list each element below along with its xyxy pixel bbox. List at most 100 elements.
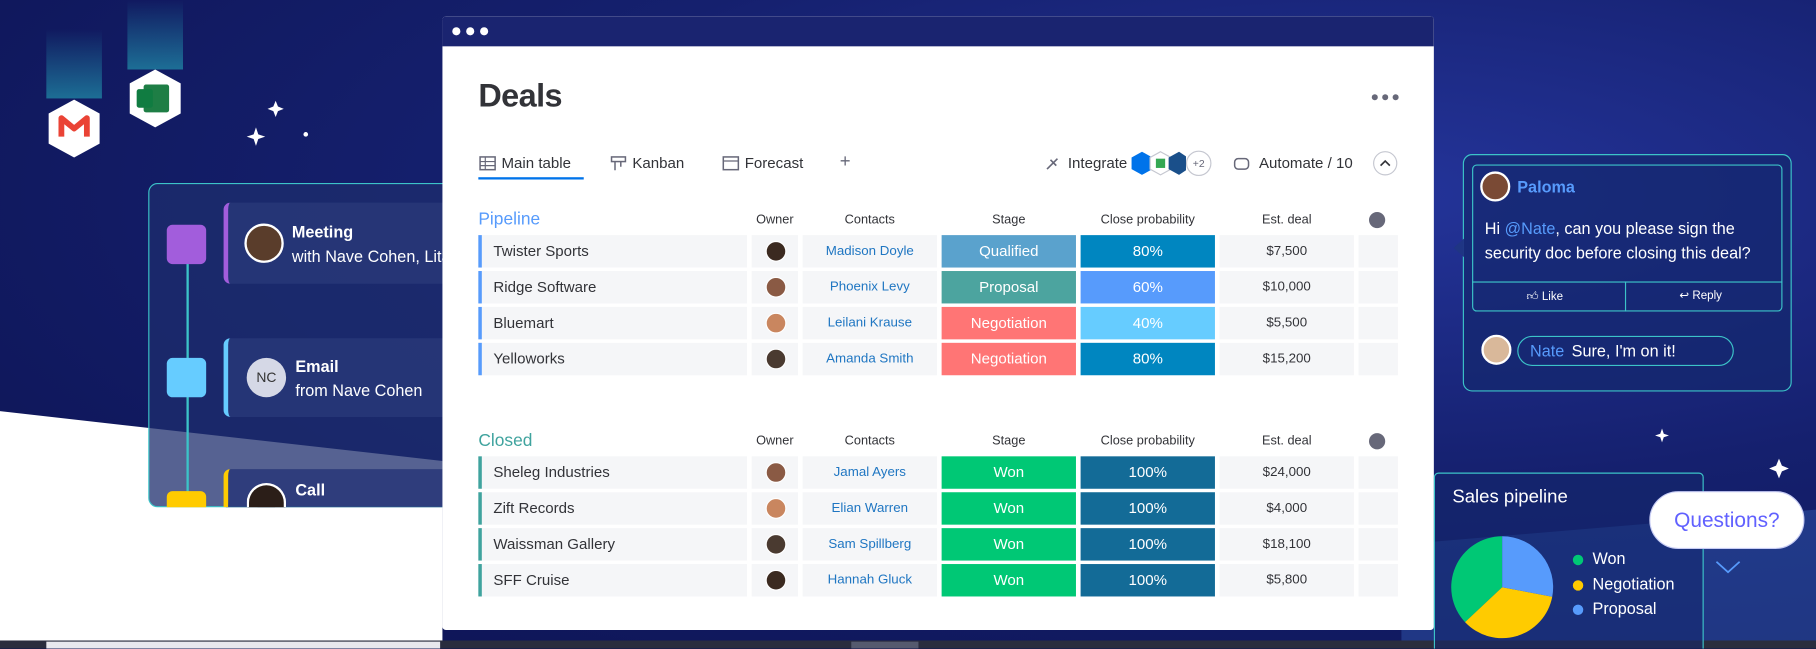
add-view[interactable]: +	[839, 151, 851, 172]
item-name: Twister Sports	[478, 235, 748, 268]
reply-label: Reply	[1692, 289, 1722, 303]
column-header: Close probability	[1100, 434, 1195, 449]
close-probability: 80%	[1080, 235, 1215, 268]
owner-cell	[751, 528, 798, 561]
activity-title: Meeting	[291, 222, 354, 241]
divider	[1472, 281, 1783, 283]
owner-avatar	[765, 276, 787, 298]
close-probability: 100%	[1080, 456, 1215, 489]
est-deal: $7,500	[1219, 235, 1354, 268]
contact: Phoenix Levy	[802, 271, 937, 304]
empty-cell	[1358, 456, 1398, 489]
questions-button[interactable]: Questions?	[1649, 491, 1805, 549]
close-probability: 100%	[1080, 564, 1215, 597]
owner-avatar	[765, 498, 787, 519]
item-name: Ridge Software	[478, 271, 748, 304]
more-menu[interactable]	[1370, 90, 1400, 104]
stage-status: Qualified	[941, 235, 1076, 268]
message-text: , can you please sign the security doc b…	[1484, 218, 1751, 262]
message-text: Hi	[1484, 218, 1505, 238]
owner-cell	[751, 456, 798, 489]
chevron	[1715, 561, 1741, 574]
pie-chart	[1451, 536, 1554, 639]
legend-swatch	[1572, 579, 1584, 591]
integration-logos	[1131, 151, 1186, 176]
reply-text: Sure, I'm on it!	[1571, 341, 1676, 361]
legend: Won Negotiation Proposal	[1569, 549, 1696, 630]
legend-label: Won	[1592, 548, 1626, 568]
group-title: Pipeline	[478, 209, 541, 230]
empty-cell	[1358, 528, 1398, 561]
integrate-more: +2	[1185, 150, 1212, 177]
chat-message: Hi @Nate, can you please sign the securi…	[1485, 217, 1772, 266]
owner-cell	[751, 271, 798, 304]
view-tab[interactable]: Forecast	[744, 154, 804, 172]
contact: Leilani Krause	[802, 306, 937, 340]
stage-status: Negotiation	[941, 342, 1076, 376]
chat-message-card	[1472, 164, 1783, 312]
mention: @Nate	[1504, 218, 1556, 238]
meeting-card: Meeting with Nave Cohen, Lita	[223, 202, 461, 284]
widget-title: Sales pipeline	[1452, 487, 1568, 508]
integrate-button[interactable]: Integrate	[1067, 154, 1128, 172]
call-icon	[166, 491, 207, 508]
chat-author: Paloma	[1517, 177, 1575, 196]
forecast-icon	[722, 156, 740, 171]
column-header: Owner	[756, 434, 794, 449]
est-deal: $10,000	[1219, 271, 1354, 304]
legend-swatch	[1572, 554, 1584, 566]
table-icon	[479, 156, 496, 171]
pie-slice	[1465, 587, 1553, 639]
column-header: Stage	[992, 213, 1026, 228]
automate-button[interactable]: Automate / 10	[1258, 154, 1353, 172]
activity-subtitle: from Nave Cohen	[295, 381, 423, 400]
window-dots	[452, 27, 489, 36]
column-header: Stage	[992, 434, 1026, 449]
activity-subtitle: with Nave Cohen, Lita	[291, 246, 451, 266]
email-card: NC Email from Nave Cohen	[223, 338, 461, 417]
add-column	[1368, 433, 1386, 450]
est-deal: $15,200	[1219, 342, 1354, 376]
owner-avatar	[765, 240, 787, 262]
item-name: Yelloworks	[478, 342, 748, 376]
column-header: Contacts	[844, 434, 895, 449]
avatar	[244, 223, 284, 263]
empty-cell	[1358, 235, 1398, 268]
close-probability: 100%	[1080, 528, 1215, 561]
collapse-button[interactable]	[1372, 151, 1398, 176]
like-button[interactable]: 👍︎ Like	[1526, 290, 1564, 304]
owner-avatar	[765, 348, 787, 370]
automate-icon	[1233, 157, 1250, 170]
item-name: Sheleg Industries	[478, 456, 748, 489]
owner-avatar	[765, 462, 787, 483]
view-tab[interactable]: Main table	[501, 154, 571, 172]
reply-bubble: Nate Sure, I'm on it!	[1517, 335, 1734, 366]
view-tab[interactable]: Kanban	[632, 154, 685, 172]
reply-button[interactable]: ↩ Reply	[1679, 289, 1722, 303]
item-name: Bluemart	[478, 306, 748, 340]
est-deal: $5,800	[1219, 564, 1354, 597]
reply-author: Nate	[1529, 341, 1565, 361]
legend-label: Negotiation	[1592, 573, 1675, 593]
stage-status: Won	[941, 528, 1076, 561]
empty-cell	[1358, 492, 1398, 525]
meeting-icon	[166, 224, 207, 265]
column-header: Contacts	[844, 213, 895, 228]
contact: Madison Doyle	[802, 235, 937, 268]
avatar	[1481, 334, 1512, 365]
close-probability: 100%	[1080, 492, 1215, 525]
email-icon	[166, 357, 207, 398]
avatar	[246, 482, 287, 508]
window-bar	[442, 16, 1434, 47]
pie-slice	[1451, 536, 1503, 623]
tab-underline	[478, 177, 584, 180]
owner-cell	[751, 564, 798, 597]
add-column	[1368, 211, 1386, 229]
close-probability: 80%	[1080, 342, 1215, 376]
board-title: Deals	[478, 77, 562, 114]
owner-avatar	[765, 533, 787, 555]
owner-cell	[751, 342, 798, 376]
empty-cell	[1358, 342, 1398, 376]
close-probability: 60%	[1080, 271, 1215, 304]
like-label: Like	[1541, 290, 1564, 304]
